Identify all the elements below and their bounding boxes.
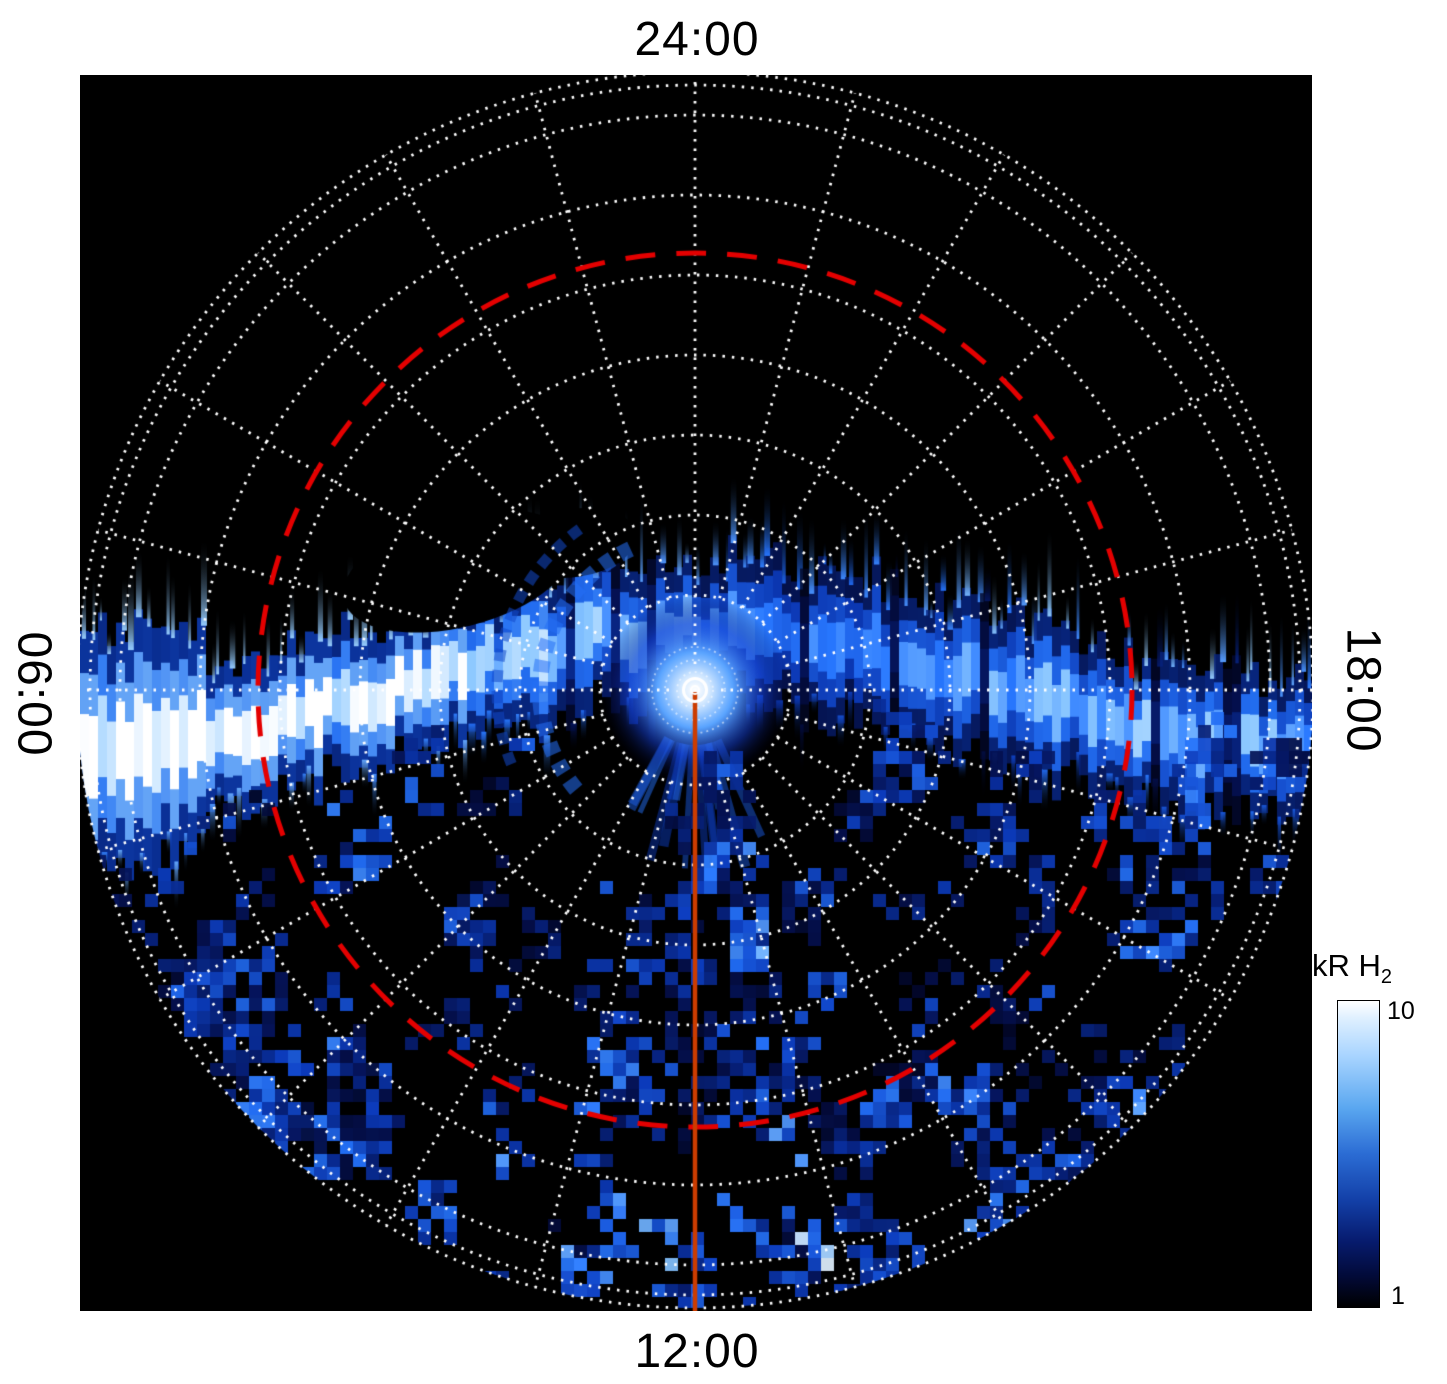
colorbar-title: kR H2 [1312,948,1392,989]
local-time-label-1200: 12:00 [634,1325,760,1378]
local-time-label-0600: 06:00 [7,631,61,757]
local-time-label-1800: 18:00 [1336,627,1390,753]
colorbar-max-tick: 10 [1387,997,1415,1025]
aurora-heatmap-canvas [80,75,1312,1311]
colorbar-title-text: kR H [1312,948,1381,983]
colorbar-min-tick: 1 [1391,1282,1405,1310]
colorbar-title-subscript: 2 [1380,966,1393,989]
local-time-label-2400: 24:00 [634,13,760,66]
colorbar-gradient [1337,1000,1380,1308]
polar-plot-area [80,75,1312,1311]
